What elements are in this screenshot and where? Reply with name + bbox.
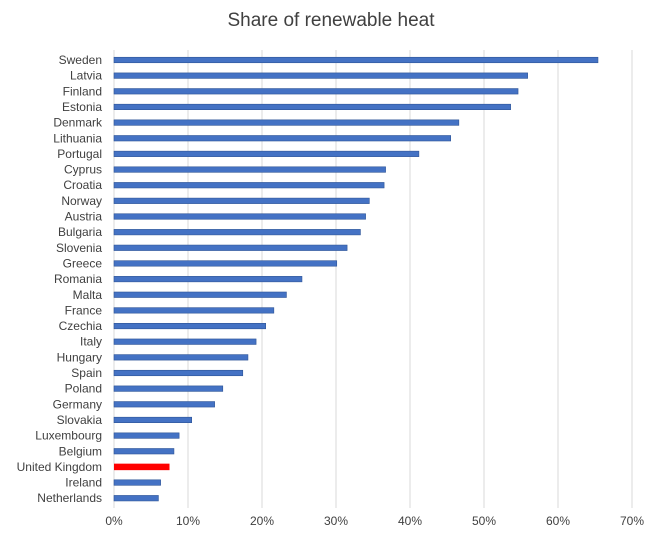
chart-title: Share of renewable heat [227,10,435,31]
category-label-slovenia: Slovenia [56,241,102,255]
bar-lithuania [113,135,452,142]
x-tick-label: 0% [105,514,123,528]
bar-luxembourg [113,432,180,439]
category-label-spain: Spain [71,366,102,380]
category-label-france: France [65,303,103,317]
bar-romania [113,276,303,283]
bar-belgium [113,448,175,455]
x-tick-label: 50% [472,514,496,528]
x-tick-label: 60% [546,514,570,528]
bar-latvia [113,72,528,79]
bar-sweden [113,56,599,64]
bar-italy [113,338,257,345]
category-label-czechia: Czechia [59,319,103,333]
category-label-italy: Italy [80,335,102,349]
bar-czechia [113,322,266,330]
bar-greece [113,260,338,267]
bar-croatia [113,182,385,189]
bar-portugal [113,150,420,157]
category-label-norway: Norway [61,194,102,208]
bar-norway [113,197,370,204]
bar-slovakia [113,416,192,424]
category-label-bulgaria: Bulgaria [58,225,102,239]
category-label-malta: Malta [73,288,103,302]
category-label-finland: Finland [63,84,102,98]
category-label-latvia: Latvia [70,69,102,83]
x-tick-label: 70% [620,514,644,528]
bar-spain [113,369,244,377]
bar-netherlands [113,495,159,502]
category-label-poland: Poland [65,382,102,396]
x-tick-labels: 0% 10% 20% 30% 40% 50% 60% 70% [105,514,644,528]
bars [113,56,599,502]
category-label-estonia: Estonia [62,100,102,114]
category-label-croatia: Croatia [63,178,102,192]
category-label-united-kingdom: United Kingdom [17,460,102,474]
category-label-netherlands: Netherlands [37,491,102,505]
bar-malta [113,291,287,298]
bar-hungary [113,354,249,361]
category-label-denmark: Denmark [53,116,103,130]
x-tick-label: 40% [398,514,422,528]
category-label-romania: Romania [54,272,102,286]
category-label-sweden: Sweden [59,53,102,67]
x-tick-label: 30% [324,514,348,528]
category-label-austria: Austria [65,210,103,224]
category-label-luxembourg: Luxembourg [35,429,102,443]
bar-france [113,307,275,314]
category-label-portugal: Portugal [57,147,102,161]
bar-slovenia [113,244,348,251]
bar-estonia [113,103,511,110]
x-tick-label: 20% [250,514,274,528]
bar-united-kingdom [114,463,170,471]
bar-cyprus [113,166,386,173]
category-label-greece: Greece [63,256,103,270]
bar-ireland [113,479,161,486]
bar-finland [113,88,519,95]
category-label-hungary: Hungary [57,350,102,364]
bar-denmark [113,119,460,126]
bar-bulgaria [113,229,361,236]
category-label-lithuania: Lithuania [53,131,102,145]
category-label-cyprus: Cyprus [64,163,102,177]
category-label-ireland: Ireland [65,476,102,490]
bar-germany [113,401,215,408]
category-label-belgium: Belgium [59,444,102,458]
bar-poland [113,385,224,392]
bar-austria [113,213,366,220]
category-label-slovakia: Slovakia [57,413,103,427]
x-tick-label: 10% [176,514,200,528]
category-label-germany: Germany [53,397,102,411]
